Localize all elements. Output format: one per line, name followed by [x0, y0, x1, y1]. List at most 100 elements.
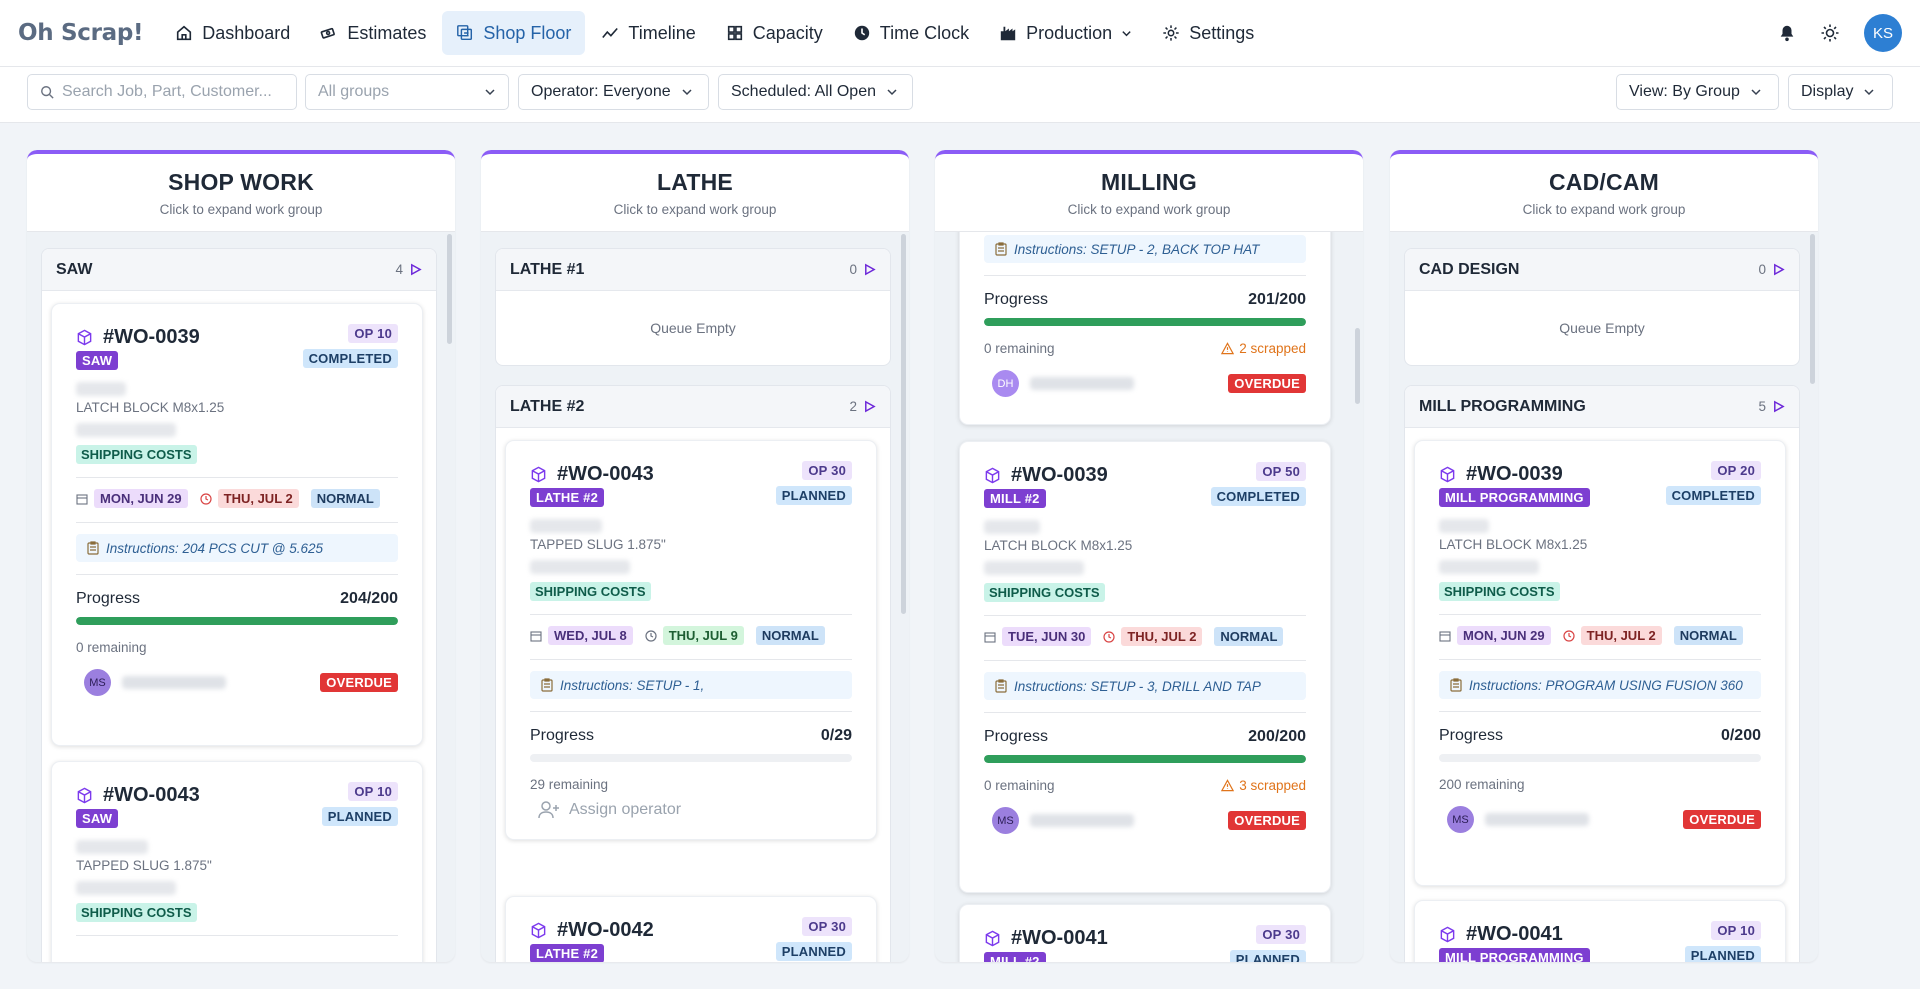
- scrollbar[interactable]: [901, 234, 906, 614]
- work-order-id: #WO-0039: [1439, 463, 1563, 486]
- group-name: LATHE #1: [510, 260, 585, 278]
- nav-dashboard-label: Dashboard: [202, 22, 291, 43]
- search-placeholder: Search Job, Part, Customer...: [62, 83, 272, 100]
- group-header[interactable]: CAD DESIGN 0: [1405, 249, 1799, 291]
- nav-settings[interactable]: Settings: [1148, 11, 1268, 55]
- operator-filter[interactable]: Operator: Everyone: [518, 74, 709, 110]
- filter-bar: Search Job, Part, Customer... All groups…: [0, 67, 1920, 123]
- work-order-card[interactable]: #WO-0042 OP 30 PLANNED LATHE #2: [505, 896, 877, 962]
- assign-operator-button[interactable]: Assign operator: [538, 800, 681, 820]
- operator-avatar[interactable]: MS: [84, 669, 111, 696]
- work-order-card[interactable]: #WO-0041 OP 30 PLANNED MILL #2: [959, 904, 1331, 962]
- progress-value: 200/200: [1248, 728, 1306, 745]
- nav-time-clock[interactable]: Time Clock: [839, 11, 983, 55]
- nav-timeline-label: Timeline: [628, 22, 696, 43]
- group-count: 4: [395, 262, 403, 277]
- work-order-card[interactable]: #WO-0039 OP 20 COMPLETED MILL PROGRAMMIN…: [1414, 440, 1786, 886]
- box-icon: [531, 922, 546, 939]
- clock-icon: [854, 25, 869, 41]
- user-avatar[interactable]: KS: [1864, 14, 1902, 52]
- progress-row: Progress 204/200: [76, 590, 398, 608]
- bell-icon[interactable]: [1778, 24, 1796, 42]
- clipboard-icon: [995, 242, 1007, 256]
- column-header[interactable]: LATHE Click to expand work group: [481, 150, 909, 232]
- nav-shop-floor-label: Shop Floor: [483, 22, 572, 43]
- scrapped-warning: 3 scrapped: [1221, 778, 1306, 793]
- machine-badge: SAW: [76, 809, 119, 828]
- display-select[interactable]: Display: [1788, 74, 1893, 110]
- play-icon[interactable]: [409, 263, 422, 276]
- play-icon[interactable]: [863, 400, 876, 413]
- work-order-card[interactable]: #WO-0043 OP 30 PLANNED LATHE #2 TAPPED S…: [505, 440, 877, 840]
- column-header[interactable]: MILLING Click to expand work group: [935, 150, 1363, 232]
- op-badge: OP 30: [802, 461, 852, 480]
- nav-dashboard[interactable]: Dashboard: [161, 11, 304, 55]
- divider: [76, 477, 398, 478]
- column-body: SAW 4 #WO-0039 OP 10 COMPLETED SAW LATCH…: [27, 232, 455, 962]
- group-header[interactable]: MILL PROGRAMMING 5: [1405, 386, 1799, 428]
- part-name: LATCH BLOCK M8x1.25: [76, 400, 225, 415]
- part-name: LATCH BLOCK M8x1.25: [1439, 537, 1588, 552]
- divider: [984, 615, 1306, 616]
- work-order-card[interactable]: #WO-0039 OP 10 COMPLETED SAW LATCH BLOCK…: [51, 303, 423, 746]
- progress-bar: [1439, 754, 1761, 762]
- part-name: TAPPED SLUG 1.875": [76, 858, 212, 873]
- status-badge: PLANNED: [321, 807, 398, 826]
- warning-icon: [1221, 779, 1235, 792]
- column-header[interactable]: CAD/CAM Click to expand work group: [1390, 150, 1818, 232]
- nav-shop-floor[interactable]: Shop Floor: [442, 11, 586, 55]
- nav-capacity[interactable]: Capacity: [712, 11, 837, 55]
- search-input[interactable]: Search Job, Part, Customer...: [27, 74, 297, 110]
- nav-production[interactable]: Production: [985, 11, 1146, 55]
- scrollbar[interactable]: [447, 234, 452, 344]
- work-order-card[interactable]: Instructions: SETUP - 2, BACK TOP HAT Pr…: [959, 232, 1331, 425]
- operator-avatar[interactable]: DH: [992, 370, 1019, 397]
- scrapped-warning: 2 scrapped: [1221, 341, 1306, 356]
- status-badge: PLANNED: [775, 942, 852, 961]
- group-header[interactable]: SAW 4: [42, 249, 436, 291]
- scrollbar[interactable]: [1355, 328, 1360, 404]
- progress-fill: [984, 318, 1306, 326]
- divider: [530, 711, 852, 712]
- work-order-card[interactable]: #WO-0041 OP 10 PLANNED MILL PROGRAMMING: [1414, 900, 1786, 962]
- work-order-number: #WO-0042: [557, 919, 654, 941]
- play-icon[interactable]: [1772, 400, 1785, 413]
- group-name: MILL PROGRAMMING: [1419, 397, 1586, 415]
- view-select[interactable]: View: By Group: [1616, 74, 1779, 110]
- nav-estimates[interactable]: Estimates: [306, 11, 440, 55]
- progress-row: Progress 201/200: [984, 291, 1306, 309]
- nav-timeline[interactable]: Timeline: [587, 11, 709, 55]
- chevron-down-icon: [682, 89, 692, 96]
- box-icon: [77, 329, 92, 346]
- work-order-card[interactable]: #WO-0039 OP 50 COMPLETED MILL #2 LATCH B…: [959, 441, 1331, 893]
- group-name: CAD DESIGN: [1419, 260, 1520, 278]
- divider: [1439, 659, 1761, 660]
- box-icon: [77, 787, 92, 804]
- assign-operator-label: Assign operator: [569, 801, 682, 818]
- status-badge: PLANNED: [1229, 950, 1306, 962]
- redacted-customer: [530, 519, 602, 533]
- column-header[interactable]: SHOP WORK Click to expand work group: [27, 150, 455, 232]
- play-icon[interactable]: [863, 263, 876, 276]
- redacted-customer: [984, 520, 1040, 534]
- operator-avatar[interactable]: MS: [1447, 806, 1474, 833]
- work-order-card[interactable]: #WO-0043 OP 10 PLANNED SAW TAPPED SLUG 1…: [51, 761, 423, 962]
- brand-logo[interactable]: Oh Scrap!: [18, 20, 144, 46]
- scheduled-filter[interactable]: Scheduled: All Open: [718, 74, 913, 110]
- group-header[interactable]: LATHE #1 0: [496, 249, 890, 291]
- clipboard-icon: [1450, 678, 1462, 692]
- scrollbar[interactable]: [1810, 234, 1815, 384]
- sun-icon[interactable]: [1820, 23, 1840, 43]
- op-badge: OP 50: [1256, 462, 1306, 481]
- queue-empty: Queue Empty: [650, 320, 736, 336]
- play-icon[interactable]: [1772, 263, 1785, 276]
- group-header[interactable]: LATHE #2 2: [496, 386, 890, 428]
- progress-row: Progress 0/29: [530, 727, 852, 745]
- groups-select[interactable]: All groups: [305, 74, 509, 110]
- status-badge: PLANNED: [1684, 946, 1761, 962]
- op-badge: OP 20: [1711, 461, 1761, 480]
- nav-production-label: Production: [1026, 22, 1113, 43]
- priority-badge: NORMAL: [310, 489, 380, 508]
- work-order-id: #WO-0039: [984, 464, 1108, 487]
- operator-avatar[interactable]: MS: [992, 807, 1019, 834]
